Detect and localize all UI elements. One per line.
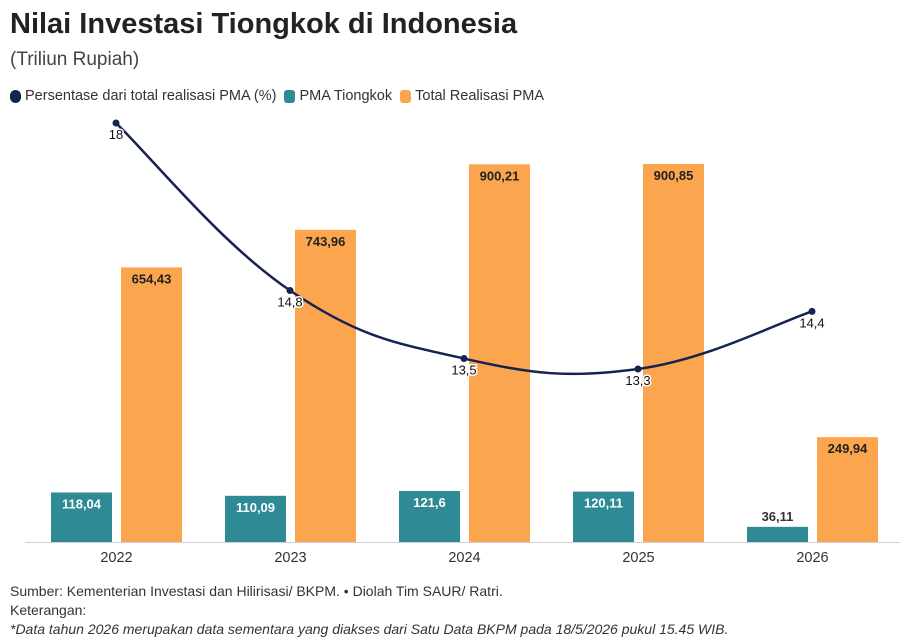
footnote-text: *Data tahun 2026 merupakan data sementar… xyxy=(10,621,729,637)
data-label-total-pma-2026: 249,94 xyxy=(828,441,869,456)
data-label-percentage-2023: 14,8 xyxy=(277,294,302,309)
x-tick-label-2022: 2022 xyxy=(100,550,132,566)
legend-item-total-pma[interactable]: Total Realisasi PMA xyxy=(400,88,544,104)
chart-title: Nilai Investasi Tiongkok di Indonesia xyxy=(10,8,518,40)
point-percentage-2025 xyxy=(634,365,642,373)
point-percentage-2023 xyxy=(286,286,294,294)
data-label-total-pma-2022: 654,43 xyxy=(132,271,172,286)
point-percentage-2022 xyxy=(112,119,120,127)
bar-total-pma-2022 xyxy=(121,267,182,542)
x-tick-label-2023: 2023 xyxy=(274,550,306,566)
bar-pma-tiongkok-2023 xyxy=(225,495,286,542)
legend-item-percentage[interactable]: Persentase dari total realisasi PMA (%) xyxy=(10,88,276,104)
x-tick-label-2026: 2026 xyxy=(796,550,828,566)
line-percentage xyxy=(115,122,813,376)
x-tick-label-2025: 2025 xyxy=(622,550,654,566)
data-label-percentage-2026: 14,4 xyxy=(799,315,824,330)
data-label-total-pma-2023: 743,96 xyxy=(306,234,346,249)
bar-total-pma-2025 xyxy=(643,164,704,542)
data-label-total-pma-2025: 900,85 xyxy=(654,168,694,183)
bar-pma-tiongkok-2025 xyxy=(573,491,634,542)
bar-pma-tiongkok-2026 xyxy=(747,526,808,542)
data-label-pma-tiongkok-2026: 36,11 xyxy=(762,509,794,524)
data-label-percentage-2024: 13,5 xyxy=(451,363,476,378)
legend-label-total-pma: Total Realisasi PMA xyxy=(415,88,545,104)
legend-label-pma-tiongkok: PMA Tiongkok xyxy=(299,88,393,104)
chart-subtitle: (Triliun Rupiah) xyxy=(10,49,140,70)
data-label-pma-tiongkok-2025: 120,11 xyxy=(584,496,623,511)
data-label-pma-tiongkok-2023: 110,09 xyxy=(236,500,275,515)
data-label-pma-tiongkok-2024: 121,6 xyxy=(413,495,446,510)
data-label-pma-tiongkok-2022: 118,04 xyxy=(62,496,102,511)
point-percentage-2024 xyxy=(460,355,468,363)
bar-pma-tiongkok-2022 xyxy=(51,492,112,542)
data-label-percentage-2022: 18 xyxy=(109,127,123,142)
legend-swatch-pma-tiongkok xyxy=(284,89,296,103)
bar-total-pma-2023 xyxy=(295,229,356,543)
notes-label: Keterangan: xyxy=(10,602,87,618)
x-tick-label-2024: 2024 xyxy=(448,550,480,566)
data-label-total-pma-2024: 900,21 xyxy=(480,168,520,183)
source-text: Sumber: Kementerian Investasi dan Hiliri… xyxy=(10,583,503,599)
legend-label-percentage: Persentase dari total realisasi PMA (%) xyxy=(25,88,277,104)
legend-item-pma-tiongkok[interactable]: PMA Tiongkok xyxy=(284,88,392,104)
bar-total-pma-2024 xyxy=(469,164,530,542)
point-percentage-2026 xyxy=(808,307,816,315)
data-label-percentage-2025: 13,3 xyxy=(625,373,650,388)
legend-swatch-total-pma xyxy=(400,89,412,103)
bar-total-pma-2026 xyxy=(817,437,878,542)
legend: Persentase dari total realisasi PMA (%) … xyxy=(10,88,552,104)
bar-pma-tiongkok-2024 xyxy=(399,490,460,542)
legend-swatch-percentage xyxy=(10,89,21,103)
